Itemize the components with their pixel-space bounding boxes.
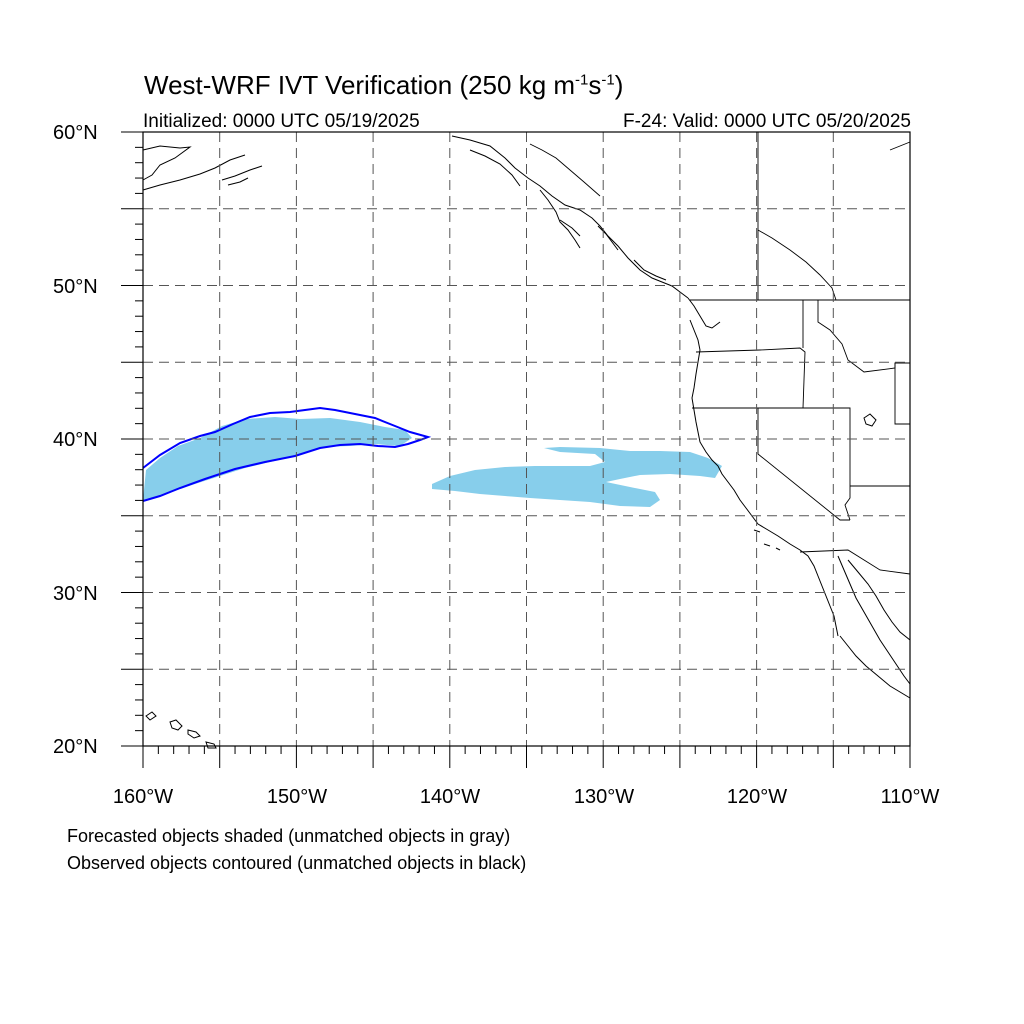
forecast-objects — [143, 417, 722, 507]
lon-label-140w: 140°W — [419, 786, 481, 808]
lat-label-40n: 40°N — [53, 429, 98, 451]
lon-label-120w: 120°W — [726, 786, 788, 808]
valid-time-subtitle: F-24: Valid: 0000 UTC 05/20/2025 — [623, 111, 911, 132]
lon-label-110w: 110°W — [880, 786, 940, 808]
chart-title: West-WRF IVT Verification (250 kg m-1s-1… — [144, 70, 624, 100]
init-time-subtitle: Initialized: 0000 UTC 05/19/2025 — [143, 111, 420, 132]
observed-legend-note: Observed objects contoured (unmatched ob… — [67, 853, 527, 873]
lat-label-60n: 60°N — [53, 122, 98, 144]
forecast-object-east — [432, 447, 722, 507]
coastlines — [142, 135, 911, 749]
lat-lon-grid — [143, 132, 910, 746]
lat-label-50n: 50°N — [53, 276, 98, 298]
observed-object-contour — [142, 406, 432, 502]
lon-label-160w: 160°W — [112, 786, 174, 808]
lat-label-30n: 30°N — [53, 583, 98, 605]
lon-label-150w: 150°W — [266, 786, 328, 808]
political-borders — [529, 132, 911, 575]
lat-label-20n: 20°N — [53, 736, 98, 758]
axis-ticks — [121, 131, 911, 768]
forecast-legend-note: Forecasted objects shaded (unmatched obj… — [67, 826, 511, 846]
lon-label-130w: 130°W — [573, 786, 635, 808]
